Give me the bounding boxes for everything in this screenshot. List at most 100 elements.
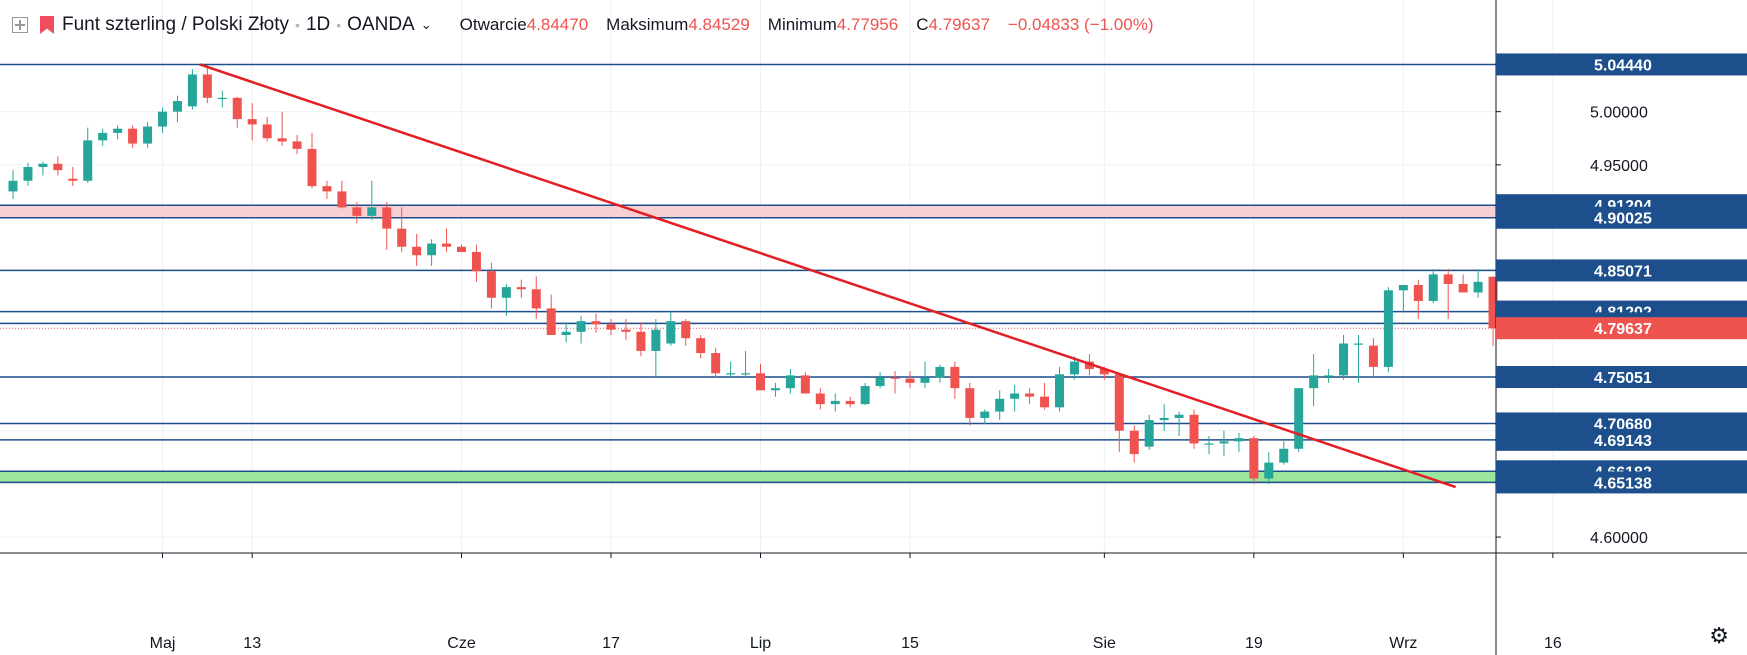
candle (1443, 269, 1453, 320)
candle (636, 322, 646, 357)
candle-body (1443, 274, 1453, 284)
last-price-tag-bg (1496, 317, 1747, 340)
flag-icon[interactable] (40, 16, 54, 34)
candle-body (726, 373, 736, 375)
candle-body (442, 243, 452, 247)
candle (1398, 285, 1408, 312)
gear-icon[interactable]: ⚙ (1709, 623, 1729, 648)
candle-body (128, 128, 138, 144)
plus-square-icon[interactable] (12, 17, 28, 33)
time-tick-label: 17 (602, 635, 620, 652)
candle-body (262, 124, 272, 139)
candle-body (576, 321, 586, 332)
candle-body (1249, 438, 1259, 479)
candle (367, 180, 377, 221)
candle (965, 382, 975, 426)
candle (546, 294, 556, 335)
candle (531, 276, 541, 320)
candle (1309, 354, 1319, 407)
candle (457, 244, 466, 253)
candle-body (1488, 276, 1498, 329)
candle-body (830, 400, 840, 405)
candle (8, 170, 18, 199)
candle-body (651, 329, 661, 351)
price-axis-labels: 5.044404.912044.900254.850714.812024.800… (1496, 53, 1747, 494)
candle (1189, 409, 1199, 449)
trendline-line[interactable] (199, 63, 1457, 489)
candle-body (1069, 361, 1079, 375)
candle (1264, 451, 1274, 484)
candle (1055, 366, 1064, 412)
time-tick-label: Sie (1093, 635, 1116, 652)
candle-body (1084, 361, 1094, 370)
candle (397, 207, 407, 253)
candle (1339, 334, 1349, 380)
horizontal-levels[interactable] (0, 63, 1496, 484)
candle-body (277, 138, 287, 142)
candle-body (98, 132, 108, 141)
time-tick-label: Wrz (1389, 635, 1417, 652)
candle (711, 347, 721, 378)
interval-label[interactable]: 1D (305, 14, 331, 35)
candle-body (1354, 343, 1363, 345)
level-tag-bg (1496, 53, 1747, 76)
candle (1249, 436, 1259, 484)
candle-body (965, 388, 975, 418)
zone-pink (0, 205, 1496, 218)
candle-body (1473, 281, 1483, 293)
candle (1174, 411, 1184, 437)
candle (770, 382, 780, 397)
candle-body (920, 377, 930, 383)
candle (1219, 430, 1229, 457)
price-zones (0, 205, 1496, 483)
trendline[interactable] (199, 63, 1457, 489)
candle-body (1204, 443, 1214, 445)
candle-body (53, 163, 63, 171)
candle (187, 69, 197, 110)
candle (785, 369, 795, 394)
candle (232, 96, 242, 128)
candle (1069, 356, 1079, 380)
candle (352, 202, 362, 224)
candle-body (875, 377, 885, 387)
level-tag-label: 4.65138 (1594, 475, 1652, 492)
candle-body (1144, 420, 1154, 447)
candle (1368, 338, 1378, 378)
candle (666, 311, 676, 346)
price-tick-label: 5.00000 (1590, 105, 1648, 122)
candle-body (1458, 283, 1468, 293)
candle (68, 166, 78, 187)
candle (1428, 269, 1438, 304)
candle (621, 319, 631, 341)
candle-body (471, 252, 481, 272)
candle-body (1413, 285, 1423, 301)
candle-body (68, 178, 78, 181)
candle-body (397, 228, 407, 247)
candle-body (1010, 393, 1020, 399)
candle (217, 90, 227, 108)
candle-body (561, 331, 571, 335)
chevron-down-icon[interactable]: ⌄ (420, 17, 432, 32)
separator-dot: • (336, 17, 342, 33)
candle-body (337, 191, 347, 208)
high-value: 4.84529 (688, 15, 750, 34)
level-tag-bg (1496, 428, 1747, 451)
candle (756, 363, 765, 391)
candle-body (860, 386, 870, 405)
candle-body (950, 366, 960, 389)
candle-body (1025, 393, 1035, 397)
candle-body (636, 331, 646, 351)
candle (905, 371, 915, 389)
candle-body (531, 289, 541, 309)
candle-body (367, 207, 377, 216)
exchange-label[interactable]: OANDA (347, 14, 415, 35)
candle-body (247, 119, 257, 125)
open-label: Otwarcie (459, 15, 527, 34)
close-label: C (916, 15, 929, 34)
candle (113, 125, 123, 140)
symbol-title[interactable]: Funt szterling / Polski Złoty (62, 14, 290, 35)
grid (0, 0, 1554, 553)
candle (53, 156, 63, 176)
